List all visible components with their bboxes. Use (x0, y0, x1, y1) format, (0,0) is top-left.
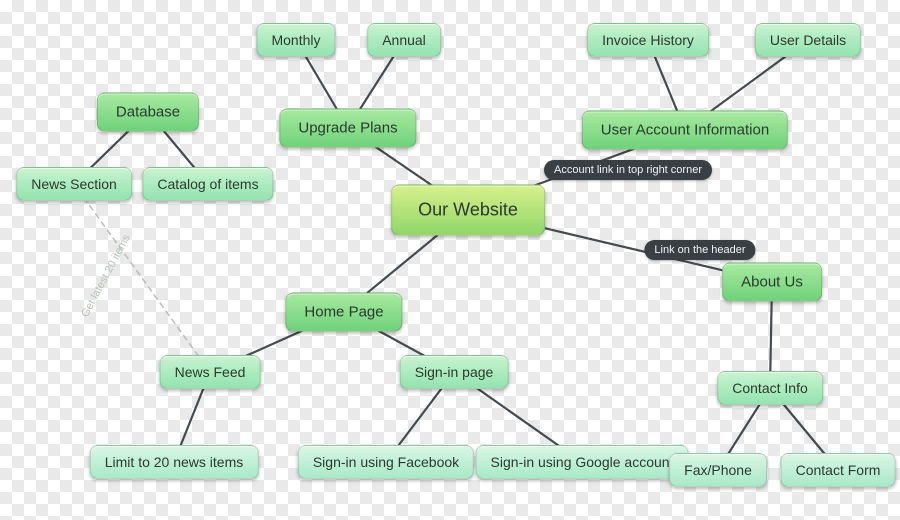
node-label: News Feed (175, 364, 246, 380)
node-signfb[interactable]: Sign-in using Facebook (298, 445, 474, 479)
node-label: Contact Info (732, 380, 808, 396)
node-label: News Section (31, 176, 117, 192)
node-label: User Account Information (601, 122, 769, 139)
node-label: User Details (770, 32, 846, 48)
node-label: Monthly (271, 32, 320, 48)
node-newsfeed[interactable]: News Feed (160, 355, 261, 389)
node-cform[interactable]: Contact Form (781, 453, 896, 487)
node-upgrade[interactable]: Upgrade Plans (279, 109, 416, 148)
edge-label: Link on the header (644, 240, 755, 260)
node-label: Our Website (418, 200, 518, 220)
node-userdet[interactable]: User Details (755, 23, 861, 57)
node-contact[interactable]: Contact Info (717, 371, 823, 405)
node-account[interactable]: User Account Information (582, 111, 788, 150)
node-about[interactable]: About Us (722, 263, 822, 302)
node-annual[interactable]: Annual (367, 23, 441, 57)
node-label: Fax/Phone (684, 462, 752, 478)
node-label: Sign-in using Facebook (313, 454, 459, 470)
node-label: Sign-in using Google account (491, 454, 674, 470)
node-database[interactable]: Database (97, 93, 199, 132)
node-label: About Us (741, 274, 803, 291)
transparency-checker-bg (0, 0, 900, 520)
node-limit20[interactable]: Limit to 20 news items (90, 445, 259, 479)
node-invoice[interactable]: Invoice History (587, 23, 709, 57)
node-signin[interactable]: Sign-in page (400, 355, 509, 389)
node-catalog[interactable]: Catalog of items (142, 167, 273, 201)
diagram-stage: Our Website Upgrade Plans User Account Inf… (0, 0, 900, 520)
node-label: Catalog of items (157, 176, 258, 192)
node-label: Limit to 20 news items (105, 454, 244, 470)
edge-label: Account link in top right corner (544, 160, 712, 180)
node-signgg[interactable]: Sign-in using Google account (476, 445, 689, 479)
node-label: Annual (382, 32, 426, 48)
node-label: Home Page (304, 304, 383, 321)
node-label: Sign-in page (415, 364, 494, 380)
node-label: Database (116, 104, 180, 121)
node-label: Upgrade Plans (298, 120, 397, 137)
node-faxphone[interactable]: Fax/Phone (669, 453, 767, 487)
node-root[interactable]: Our Website (391, 185, 545, 236)
node-label: Contact Form (796, 462, 881, 478)
node-home[interactable]: Home Page (285, 293, 402, 332)
node-monthly[interactable]: Monthly (256, 23, 335, 57)
node-label: Invoice History (602, 32, 694, 48)
node-newssec[interactable]: News Section (16, 167, 132, 201)
